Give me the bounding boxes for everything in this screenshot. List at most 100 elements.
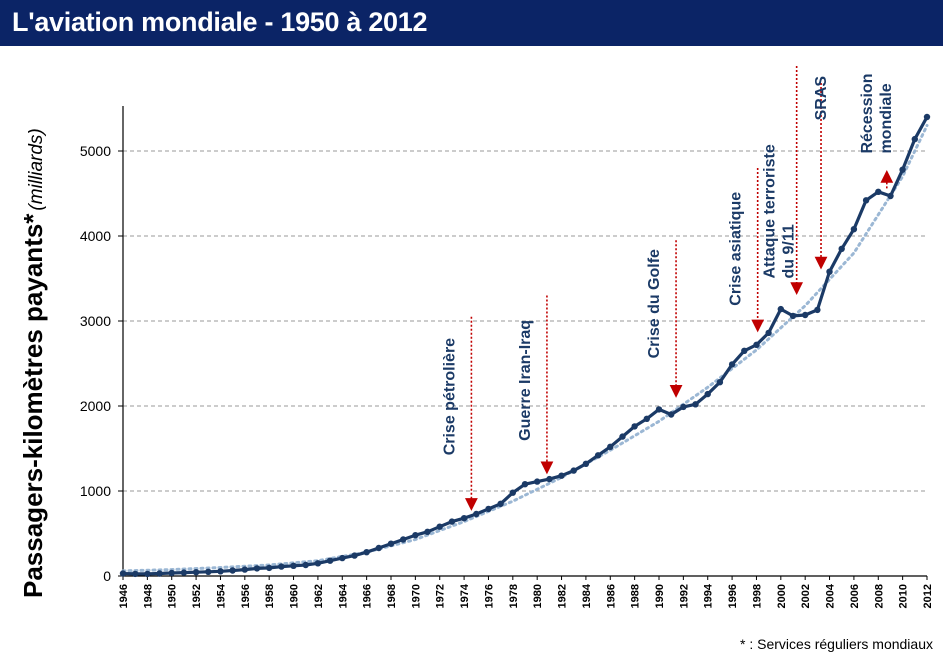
x-tick-label: 1956 <box>240 584 252 608</box>
x-tick-label: 2004 <box>825 583 837 608</box>
x-tick-label: 1974 <box>459 583 471 608</box>
data-point <box>668 411 675 418</box>
data-point <box>424 528 431 535</box>
data-point <box>278 563 285 570</box>
data-point <box>375 544 382 552</box>
y-tick-labels: 0 1000 2000 3000 4000 5000 <box>80 143 123 584</box>
x-tick-label: 2006 <box>849 584 861 608</box>
data-point <box>473 510 480 518</box>
data-point <box>400 536 407 543</box>
data-point <box>875 188 882 195</box>
data-point <box>485 505 492 513</box>
x-tick-label: 1978 <box>508 584 520 608</box>
x-tick-label: 1964 <box>337 583 349 608</box>
data-point <box>497 500 504 507</box>
data-point <box>156 570 163 577</box>
data-point <box>728 361 736 368</box>
data-point <box>521 481 529 488</box>
data-point <box>789 312 797 320</box>
data-point <box>509 489 516 496</box>
trend-line <box>121 124 929 573</box>
data-point <box>326 557 334 564</box>
title-bar: L'aviation mondiale - 1950 à 2012 <box>0 0 943 46</box>
grid-lines <box>123 150 927 492</box>
data-point <box>460 515 468 522</box>
data-point <box>814 306 821 314</box>
y-tick-label: 3000 <box>80 313 111 329</box>
data-point <box>253 565 261 572</box>
annotation-label: Crise pétrolière <box>441 338 458 455</box>
data-point <box>887 192 894 200</box>
y-tick-label: 2000 <box>80 398 111 414</box>
data-point <box>692 401 699 408</box>
data-point <box>862 197 870 204</box>
data-point <box>570 467 577 474</box>
data-point <box>716 379 724 386</box>
data-point <box>180 569 188 576</box>
data-point <box>205 568 212 575</box>
x-tick-label: 1996 <box>727 584 739 608</box>
trend-series <box>121 124 929 573</box>
x-tick-label: 2000 <box>776 584 788 608</box>
x-tick-label: 1962 <box>313 584 325 608</box>
x-tick-label: 2008 <box>873 584 885 608</box>
data-point <box>339 554 346 562</box>
data-point <box>619 433 626 440</box>
annotation-label: SRAS <box>813 76 830 121</box>
x-tick-label: 1986 <box>605 584 617 608</box>
x-tick-label: 1948 <box>142 584 154 608</box>
data-point <box>192 569 200 576</box>
y-tick-label: 1000 <box>80 483 111 499</box>
x-tick-label: 1968 <box>386 584 398 608</box>
data-point <box>266 564 273 572</box>
x-tick-labels: 1946 1948 1950 1952 1954 1956 1958 1960 1962 1964… <box>118 576 934 608</box>
axes <box>122 106 927 577</box>
data-point <box>655 406 663 413</box>
x-tick-label: 2010 <box>898 584 910 608</box>
x-tick-label: 1982 <box>557 584 569 608</box>
y-tick-label: 4000 <box>80 228 111 244</box>
data-point <box>680 403 687 411</box>
data-point <box>144 570 151 578</box>
data-point <box>436 523 443 530</box>
x-tick-label: 1990 <box>654 584 666 608</box>
data-point <box>643 415 650 422</box>
data-point <box>168 569 175 577</box>
data-point <box>448 518 456 525</box>
x-tick-label: 1952 <box>191 584 203 608</box>
data-point <box>241 566 248 573</box>
data-point <box>412 532 419 539</box>
data-point <box>826 268 833 275</box>
data-point <box>802 311 809 319</box>
x-tick-label: 1958 <box>264 584 276 608</box>
data-point <box>387 540 395 547</box>
data-point <box>777 305 784 313</box>
x-tick-label: 2002 <box>800 584 812 608</box>
x-tick-label: 1970 <box>410 584 422 608</box>
annotations: Crise pétrolière Guerre Iran-Iraq Crise du… <box>441 66 895 511</box>
annotation-label: Guerre Iran-Iraq <box>517 320 534 441</box>
main-series <box>119 113 931 578</box>
y-tick-label: 0 <box>103 568 111 584</box>
y-tick-label: 5000 <box>80 143 111 159</box>
data-point <box>765 329 772 337</box>
annotation-label: Crise asiatique <box>728 192 745 306</box>
annotation-label: Crise du Golfe <box>646 249 663 358</box>
x-tick-label: 2012 <box>922 584 934 608</box>
x-tick-label: 1946 <box>118 584 130 608</box>
y-axis-title: Passagers-kilomètres payants*(milliards) <box>18 128 48 598</box>
data-point <box>546 475 553 483</box>
x-tick-label: 1972 <box>435 584 447 608</box>
x-tick-label: 1998 <box>751 584 763 608</box>
x-tick-label: 1954 <box>215 583 227 608</box>
data-point <box>558 472 565 479</box>
data-point <box>302 561 309 569</box>
chart-title: L'aviation mondiale - 1950 à 2012 <box>12 7 428 37</box>
x-tick-label: 1976 <box>483 584 495 608</box>
data-point <box>363 549 370 556</box>
x-tick-label: 1984 <box>581 583 593 608</box>
data-point <box>704 390 711 398</box>
data-point <box>217 568 224 575</box>
data-point <box>229 567 236 574</box>
